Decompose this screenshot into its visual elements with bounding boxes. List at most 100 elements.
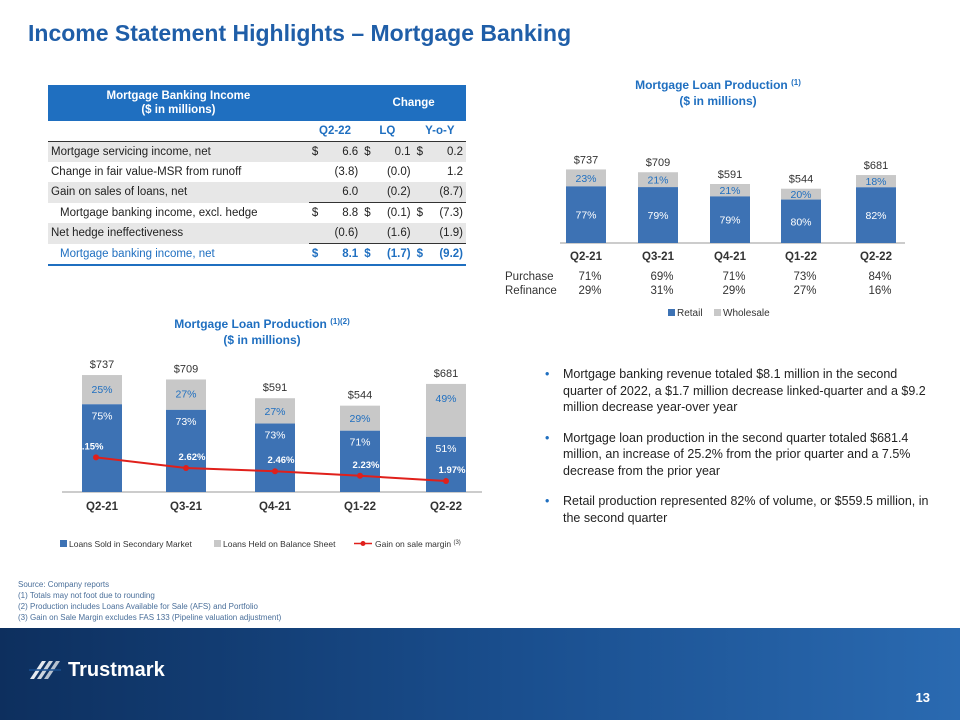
table-row: Net hedge ineffectiveness (0.6) (1.6) (1… xyxy=(48,223,466,244)
refinance-value: 31% xyxy=(650,285,673,297)
footnote-3: (3) Gain on Sale Margin excludes FAS 133… xyxy=(18,613,282,622)
data-label-held: 27% xyxy=(175,388,196,400)
footnotes: Source: Company reports (1) Totals may n… xyxy=(18,579,281,623)
x-tick-label: Q2-21 xyxy=(86,501,119,513)
total-label: $681 xyxy=(864,160,888,172)
margin-point xyxy=(272,468,278,475)
footnote-2: (2) Production includes Loans Available … xyxy=(18,602,258,611)
legend-swatch-held xyxy=(214,540,221,547)
total-label: $544 xyxy=(348,390,372,402)
chart1-title: Mortgage Loan Production (1) xyxy=(635,78,801,92)
table-row: Change in fair value-MSR from runoff (3.… xyxy=(51,166,463,178)
legend-swatch-sold xyxy=(60,540,67,547)
legend-label-held: Loans Held on Balance Sheet xyxy=(223,539,336,549)
bar-held xyxy=(426,383,466,437)
table-row: Mortgage servicing income, net $6.6 $0.1… xyxy=(48,141,466,162)
data-label-wholesale: 23% xyxy=(575,173,596,185)
x-tick-label: Q2-21 xyxy=(570,251,603,263)
total-label: $709 xyxy=(174,363,198,375)
legend-label-wholesale: Wholesale xyxy=(723,308,770,319)
total-label: $737 xyxy=(574,154,598,166)
bar-wholesale xyxy=(566,169,606,187)
purchase-value: 71% xyxy=(578,271,601,283)
bar-retail xyxy=(638,187,678,243)
x-tick-label: Q3-21 xyxy=(642,251,675,263)
chart1-subtitle: ($ in millions) xyxy=(679,94,756,108)
x-tick-label: Q1-22 xyxy=(344,501,376,513)
table-row-total: Mortgage banking income, net $8.1 $ (1.7)… xyxy=(48,243,466,266)
legend-swatch-wholesale xyxy=(714,309,721,316)
data-label-held: 29% xyxy=(349,413,370,425)
total-label: $709 xyxy=(646,157,670,169)
bar-wholesale xyxy=(638,172,678,188)
bullet-item: • Retail production represented 82% of vo… xyxy=(545,494,929,525)
bar-wholesale xyxy=(710,184,750,197)
total-label: $681 xyxy=(434,368,458,380)
data-label-wholesale: 21% xyxy=(647,175,668,187)
brand-name: Trustmark xyxy=(68,658,165,681)
refinance-label: Refinance xyxy=(505,285,557,297)
purchase-value: 71% xyxy=(722,271,745,283)
bar-retail xyxy=(566,186,606,243)
legend-label-sold: Loans Sold in Secondary Market xyxy=(69,539,192,549)
total-label: $591 xyxy=(718,169,742,181)
data-label-held: 25% xyxy=(91,384,112,396)
data-label-sold: 51% xyxy=(435,443,456,455)
data-label-held: 49% xyxy=(435,393,456,405)
footnote-source: Source: Company reports xyxy=(18,580,110,589)
data-label-wholesale: 20% xyxy=(790,189,811,201)
legend-label-retail: Retail xyxy=(677,308,703,319)
data-label-retail: 77% xyxy=(575,210,596,222)
bar-retail xyxy=(710,196,750,243)
bullet-dot-icon: • xyxy=(545,430,550,445)
purchase-value: 69% xyxy=(650,271,673,283)
purchase-value: 73% xyxy=(793,271,816,283)
x-tick-label: Q2-22 xyxy=(430,501,462,513)
table-row: Mortgage banking income, excl. hedge $8.… xyxy=(48,202,466,223)
bullet-item: • Mortgage banking revenue totaled $8.1 m… xyxy=(545,367,926,414)
bar-held xyxy=(340,405,380,431)
footnote-1: (1) Totals may not foot due to rounding xyxy=(18,591,155,600)
data-label-retail: 82% xyxy=(865,210,886,222)
refinance-value: 27% xyxy=(793,285,816,297)
bar-held xyxy=(166,379,206,410)
chart2-subtitle: ($ in millions) xyxy=(223,333,300,347)
margin-point xyxy=(183,465,189,471)
bar-sold xyxy=(255,423,295,492)
bar-sold xyxy=(166,409,206,492)
bar-sold xyxy=(340,430,380,492)
x-tick-label: Q2-22 xyxy=(860,251,892,263)
margin-label: 2.62% xyxy=(179,452,206,463)
brand-logo: Trustmark xyxy=(28,657,165,683)
table-header-title: Mortgage Banking Income ($ in millions) xyxy=(48,85,309,121)
chart-sold-held-margin: Mortgage Loan Production (1)(2) ($ in mi… xyxy=(60,317,482,549)
margin-point xyxy=(357,472,363,479)
legend-swatch-retail xyxy=(668,309,675,316)
margin-label: 3.15% xyxy=(77,441,104,452)
x-tick-label: Q4-21 xyxy=(714,251,747,263)
purchase-value: 84% xyxy=(868,271,891,283)
legend-marker-margin xyxy=(360,541,366,546)
margin-label: 2.46% xyxy=(268,455,295,466)
refinance-value: 16% xyxy=(868,285,891,297)
data-label-retail: 79% xyxy=(647,210,668,222)
refinance-value: 29% xyxy=(578,285,601,297)
bar-wholesale xyxy=(781,188,821,200)
data-label-retail: 80% xyxy=(790,216,811,228)
page-number: 13 xyxy=(915,690,930,705)
mortgage-banking-income-table: Mortgage Banking Income ($ in millions) … xyxy=(48,85,466,266)
total-label: $591 xyxy=(263,382,287,394)
bar-sold xyxy=(82,404,122,492)
x-tick-label: Q4-21 xyxy=(259,501,292,513)
margin-label: 1.97% xyxy=(439,465,466,476)
data-label-held: 27% xyxy=(264,406,285,418)
bar-retail xyxy=(856,187,896,243)
chart2-legend: Loans Sold in Secondary Market Loans Hel… xyxy=(60,539,461,549)
data-label-wholesale: 18% xyxy=(865,176,886,188)
x-tick-label: Q1-22 xyxy=(785,251,817,263)
total-label: $544 xyxy=(789,174,813,186)
commentary-bullets: • Mortgage banking revenue totaled $8.1 m… xyxy=(545,366,933,540)
purchase-label: Purchase xyxy=(505,271,554,283)
data-label-wholesale: 21% xyxy=(719,185,740,197)
bar-wholesale xyxy=(856,175,896,188)
